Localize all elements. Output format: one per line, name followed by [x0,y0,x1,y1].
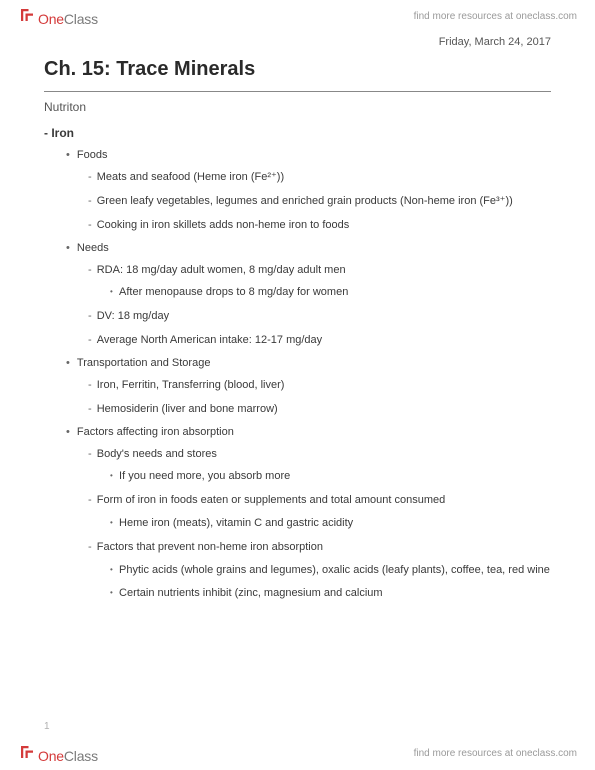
section-item: Foods Meats and seafood (Heme iron (Fe²⁺)… [66,149,551,233]
list-item: Meats and seafood (Heme iron (Fe²⁺)) [88,170,551,185]
section-heading: Transportation and Storage [77,357,211,369]
item-text: Green leafy vegetables, legumes and enri… [97,195,513,207]
item-text: DV: 18 mg/day [97,310,169,322]
list-item: Cooking in iron skillets adds non-heme i… [88,218,551,233]
list-item: RDA: 18 mg/day adult women, 8 mg/day adu… [88,263,551,301]
document-content: Friday, March 24, 2017 Ch. 15: Trace Min… [44,36,551,734]
item-text: Hemosiderin (liver and bone marrow) [97,403,278,415]
logo-icon [18,743,36,761]
sub-item: After menopause drops to 8 mg/day for wo… [110,285,551,300]
list-item: Iron, Ferritin, Transferring (blood, liv… [88,378,551,393]
section-heading: Needs [77,242,109,254]
list-item: Green leafy vegetables, legumes and enri… [88,194,551,209]
item-text: Form of iron in foods eaten or supplemen… [97,494,446,506]
item-text: Body's needs and stores [97,448,217,460]
header-tagline[interactable]: find more resources at oneclass.com [414,11,577,22]
topic-label: Iron [51,126,74,140]
logo-icon [18,6,36,24]
list-item: Hemosiderin (liver and bone marrow) [88,402,551,417]
outline-root: Iron Foods Meats and seafood (Heme iron (… [44,126,551,601]
list-item: DV: 18 mg/day [88,309,551,324]
item-text: Average North American intake: 12-17 mg/… [97,334,322,346]
brand-text: OneClass [38,11,98,27]
list-item: Average North American intake: 12-17 mg/… [88,333,551,348]
section-heading: Factors affecting iron absorption [77,426,234,438]
section-item: Needs RDA: 18 mg/day adult women, 8 mg/da… [66,242,551,348]
page-number: 1 [44,721,50,732]
page-title: Ch. 15: Trace Minerals [44,58,551,81]
list-item: Body's needs and stores If you need more,… [88,447,551,485]
section-item: Transportation and Storage Iron, Ferritin… [66,357,551,417]
item-text: Factors that prevent non-heme iron absor… [97,541,323,553]
item-text: Meats and seafood (Heme iron (Fe²⁺)) [97,171,284,183]
list-item: Form of iron in foods eaten or supplemen… [88,493,551,531]
item-text: Iron, Ferritin, Transferring (blood, liv… [97,379,285,391]
page-header: OneClass find more resources at oneclass… [0,0,595,33]
brand-logo-footer: OneClass [18,743,98,764]
sub-item: Certain nutrients inhibit (zinc, magnesi… [110,586,551,601]
sub-item: If you need more, you absorb more [110,469,551,484]
brand-logo: OneClass [18,6,98,27]
sub-item: Phytic acids (whole grains and legumes),… [110,563,551,578]
document-date: Friday, March 24, 2017 [44,36,551,48]
item-text: RDA: 18 mg/day adult women, 8 mg/day adu… [97,264,346,276]
topic-item: Iron Foods Meats and seafood (Heme iron (… [44,126,551,601]
page-footer: OneClass find more resources at oneclass… [0,737,595,770]
title-rule [44,91,551,92]
section-item: Factors affecting iron absorption Body's … [66,426,551,601]
sub-item: Heme iron (meats), vitamin C and gastric… [110,516,551,531]
item-text: Cooking in iron skillets adds non-heme i… [97,219,350,231]
subhead: Nutriton [44,100,551,114]
section-heading: Foods [77,149,108,161]
brand-text-footer: OneClass [38,748,98,764]
footer-tagline[interactable]: find more resources at oneclass.com [414,748,577,759]
list-item: Factors that prevent non-heme iron absor… [88,540,551,601]
